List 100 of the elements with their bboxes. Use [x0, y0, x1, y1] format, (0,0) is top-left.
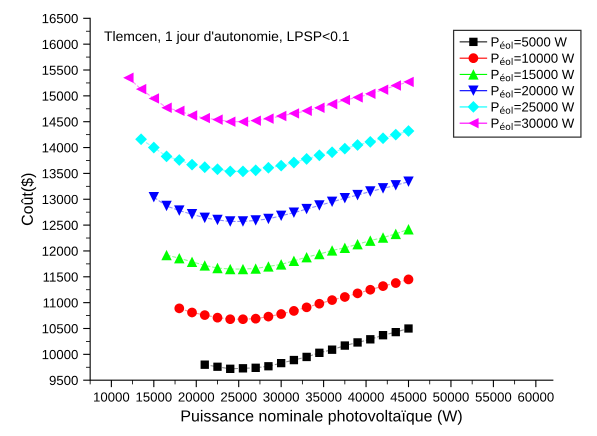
point [288, 207, 300, 218]
y-tick-label: 13000 [42, 194, 78, 204]
point [338, 142, 351, 154]
y-tick-label: 12000 [42, 246, 78, 256]
point [390, 80, 401, 91]
y-tick-label: 9500 [50, 376, 78, 386]
y-tick-label: 16000 [42, 40, 78, 50]
point [352, 190, 363, 200]
point [378, 232, 388, 243]
point [173, 154, 186, 166]
point [174, 205, 184, 216]
point [225, 264, 236, 274]
x-tick-label: 20000 [178, 392, 214, 402]
point [365, 88, 376, 99]
point [263, 261, 274, 272]
point [225, 116, 236, 127]
point [212, 262, 223, 274]
legend-label: P$_{éol}$=10000 W [492, 54, 574, 66]
point [174, 303, 184, 314]
point [186, 256, 198, 268]
point [237, 165, 249, 178]
point [352, 92, 363, 103]
point [340, 193, 350, 204]
point [186, 110, 198, 121]
y-tick-label: 13500 [42, 168, 78, 178]
point [300, 153, 313, 165]
y-axis-title: Coût($) [20, 174, 36, 226]
point [377, 132, 389, 144]
point [212, 163, 224, 176]
point [340, 341, 349, 350]
point [225, 216, 236, 227]
point [403, 76, 414, 88]
point [263, 113, 274, 124]
point [200, 260, 210, 271]
point [212, 312, 222, 322]
point [174, 106, 184, 116]
point [200, 310, 210, 320]
point [212, 114, 223, 125]
point [212, 214, 223, 226]
point [238, 314, 248, 324]
point [198, 161, 211, 174]
point [402, 125, 414, 137]
point [403, 224, 414, 234]
x-tick-label: 10000 [94, 392, 130, 402]
point [161, 200, 172, 212]
y-tick-label: 10000 [42, 350, 78, 360]
point [250, 115, 261, 126]
point [378, 281, 388, 291]
x-tick-label: 50000 [433, 392, 469, 402]
point [288, 256, 300, 266]
point [252, 364, 260, 372]
point [326, 196, 338, 208]
x-tick-label: 30000 [263, 392, 299, 402]
point [225, 314, 236, 324]
point [262, 162, 274, 174]
x-tick-label: 15000 [136, 392, 172, 402]
point [226, 364, 234, 373]
point [186, 209, 198, 220]
point [160, 150, 172, 162]
x-tick-label: 35000 [306, 392, 342, 402]
point [302, 352, 311, 362]
point [326, 245, 338, 256]
point [326, 98, 338, 110]
point [161, 250, 172, 260]
point [378, 84, 388, 95]
point [186, 158, 198, 171]
point [264, 312, 274, 322]
point [238, 264, 248, 274]
legend-label: P$_{éol}$=15000 W [492, 70, 574, 82]
legend-label: P$_{éol}$=5000 W [492, 37, 567, 49]
x-axis-title: Puissance nominale photovoltaïque (W) [182, 410, 462, 425]
point [340, 292, 350, 302]
point [390, 278, 401, 288]
point [276, 259, 286, 270]
y-tick-label: 11000 [44, 298, 78, 308]
point [238, 116, 248, 127]
y-tick-label: 10500 [42, 324, 78, 334]
point [327, 295, 337, 305]
point [174, 252, 184, 264]
point [135, 133, 147, 146]
point [250, 215, 261, 226]
point [161, 102, 172, 113]
point [378, 183, 388, 194]
point [390, 180, 401, 191]
point [340, 94, 350, 106]
legend-label: P$_{éol}$=25000 W [492, 102, 574, 114]
point [314, 102, 325, 113]
point [276, 358, 286, 368]
point [403, 176, 414, 187]
point [148, 142, 160, 154]
point [365, 284, 376, 295]
point [276, 309, 286, 319]
y-tick-label: 14500 [42, 117, 78, 127]
point [352, 139, 364, 151]
legend-label: P$_{éol}$=30000 W [492, 118, 574, 130]
point [314, 248, 325, 260]
point [353, 338, 362, 347]
point [238, 364, 248, 372]
y-tick-label: 15000 [42, 91, 78, 101]
point [263, 214, 274, 224]
